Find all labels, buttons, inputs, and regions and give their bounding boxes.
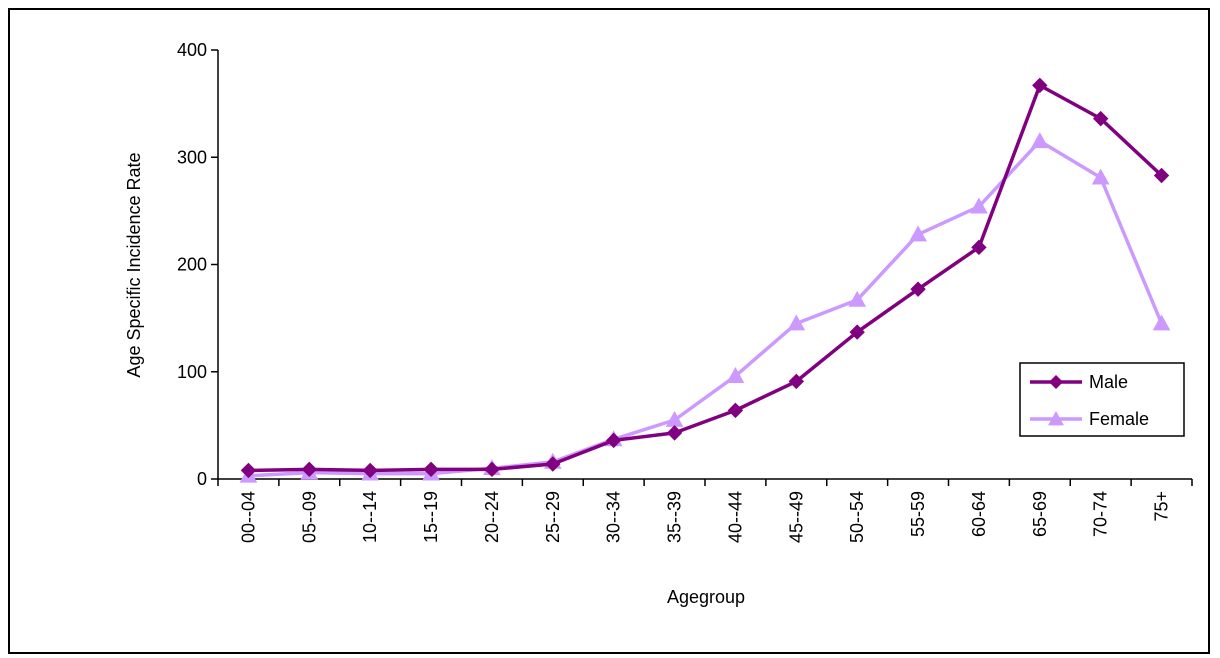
x-tick-label: 00--04 xyxy=(238,491,258,543)
x-tick-label: 55-59 xyxy=(908,491,928,537)
data-point-male xyxy=(423,461,439,478)
x-tick-label: 35--39 xyxy=(665,491,685,543)
data-point-male xyxy=(301,461,318,478)
data-point-male xyxy=(849,324,865,340)
data-point-male xyxy=(666,425,683,441)
legend-box xyxy=(1019,362,1185,437)
y-tick-label: 0 xyxy=(197,469,207,489)
x-tick-label: 15--19 xyxy=(421,491,441,543)
x-tick-label: 60-64 xyxy=(969,491,989,537)
x-tick-label: 40--44 xyxy=(725,491,745,543)
y-tick-label: 200 xyxy=(177,255,207,275)
x-tick-label: 65-69 xyxy=(1030,491,1050,537)
data-point-female xyxy=(970,197,988,214)
data-point-male xyxy=(1092,110,1109,127)
data-point-female xyxy=(726,367,745,383)
series-line-male xyxy=(248,83,1163,473)
data-point-male xyxy=(1153,167,1170,184)
x-tick-label: 20--24 xyxy=(482,491,502,543)
data-point-male xyxy=(727,402,744,419)
y-tick-label: 400 xyxy=(177,40,207,60)
legend-marker-male xyxy=(1049,375,1063,389)
data-point-male xyxy=(605,432,622,449)
y-axis-label: Age Specific Incidence Rate xyxy=(124,152,144,377)
x-tick-label: 50--54 xyxy=(847,491,867,543)
data-point-male xyxy=(971,239,987,256)
axes: 0 100 200 300 400 00--04 05--09 10--14 15--19 20-… xyxy=(177,40,1193,543)
series-male xyxy=(240,77,1170,479)
data-point-male xyxy=(484,461,500,478)
data-point-male xyxy=(1032,77,1048,94)
x-tick-label: 05--09 xyxy=(299,491,319,543)
data-point-female xyxy=(1091,168,1110,185)
legend-label-male: Male xyxy=(1089,372,1128,392)
data-point-male xyxy=(788,373,805,390)
x-tick-label: 70-74 xyxy=(1091,491,1111,537)
x-tick-label: 25--29 xyxy=(543,491,563,543)
legend-label-female: Female xyxy=(1089,409,1149,429)
x-axis-label: Agegroup xyxy=(667,587,745,607)
data-point-male xyxy=(910,281,926,297)
data-point-female xyxy=(848,290,867,307)
y-tick-label: 100 xyxy=(177,362,207,382)
series-line-female xyxy=(248,139,1164,478)
y-tick-label: 300 xyxy=(177,147,207,167)
data-point-female xyxy=(1030,132,1049,149)
chart-frame xyxy=(8,8,1210,654)
x-tick-label: 75+ xyxy=(1152,491,1172,522)
data-point-male xyxy=(362,462,378,479)
legend: Male Female xyxy=(1019,362,1185,437)
x-tick-label: 30--34 xyxy=(604,491,624,543)
data-point-male xyxy=(545,456,561,472)
data-point-male xyxy=(240,462,257,479)
data-point-female xyxy=(909,225,927,242)
legend-marker-female xyxy=(1048,411,1064,426)
data-point-female xyxy=(787,314,806,331)
series-layer xyxy=(239,77,1171,483)
x-tick-label: 45--49 xyxy=(786,491,806,543)
data-point-female xyxy=(1152,314,1171,331)
x-tick-label: 10--14 xyxy=(360,491,380,543)
